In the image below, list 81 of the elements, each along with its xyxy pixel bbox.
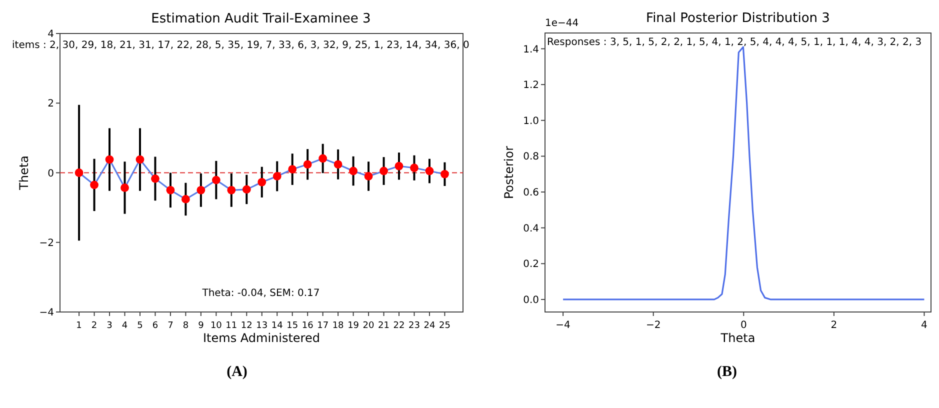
x-tick-label: 13	[256, 321, 268, 331]
line-series	[562, 46, 926, 300]
x-tick-label: 9	[198, 321, 204, 331]
x-tick-label: 12	[240, 321, 252, 331]
point	[90, 180, 98, 190]
y-tick-label: 1.0	[523, 116, 539, 127]
x-tick-label: 11	[226, 321, 238, 331]
y-tick-label: 1.2	[523, 80, 539, 92]
y-tick-label: 0.4	[523, 223, 539, 234]
point	[196, 186, 206, 194]
point	[334, 160, 342, 169]
point	[380, 166, 388, 176]
x-tick-label: 17	[317, 321, 329, 331]
x-tick-label: 2	[91, 321, 98, 331]
chart-title: Final Posterior Distribution 3	[646, 11, 830, 26]
x-tick-label: 3	[106, 321, 112, 331]
x-axis-title: Items Administered	[203, 331, 320, 345]
x-tick-label: 24	[424, 321, 436, 331]
y-tick-label: −4	[39, 308, 54, 318]
x-tick-label: 22	[393, 321, 405, 331]
y-tick-label: 0	[48, 168, 54, 180]
x-tick-label: 20	[362, 321, 375, 331]
y-tick-label: 0.2	[523, 259, 539, 270]
x-tick-label: 8	[182, 321, 189, 331]
x-tick-label: 2	[830, 320, 838, 331]
x-tick-label: 15	[286, 321, 298, 331]
point	[272, 172, 282, 180]
y-axis-title: Posterior	[502, 146, 516, 200]
point	[258, 178, 266, 186]
point	[303, 160, 312, 169]
text: (B)	[717, 364, 737, 380]
point	[182, 195, 190, 204]
x-tick-label: 4	[122, 321, 128, 331]
x-tick-label: 7	[168, 321, 174, 331]
annotation: Responses : 3, 5, 1, 5, 2, 2, 1, 5, 4, 1, 2, 5, 4, 4, 4, 5, 1, 1, 1, 4, 4, 3, 2, 2, 3	[547, 37, 922, 48]
x-tick-label: 21	[378, 321, 390, 331]
x-axis-title: Theta	[720, 331, 756, 345]
point	[394, 162, 404, 170]
y-tick-label: 4	[48, 29, 54, 40]
x-tick-label: −4	[556, 320, 570, 331]
point	[120, 184, 129, 192]
point	[288, 165, 297, 174]
x-tick-label: 6	[152, 321, 158, 331]
x-tick-label: 19	[348, 321, 360, 331]
x-tick-label: 18	[332, 321, 344, 331]
y-tick-label: 0.6	[523, 188, 539, 199]
y-axis-title: Theta	[17, 156, 31, 191]
x-tick-label: 4	[921, 320, 928, 331]
chart-title: Estimation Audit Trail-Examinee 3	[151, 12, 371, 26]
x-tick-label: 25	[438, 321, 450, 331]
point	[425, 166, 434, 176]
x-tick-label: 5	[137, 321, 143, 331]
point	[105, 155, 114, 164]
x-tick-label: 1	[76, 321, 82, 331]
point	[349, 166, 358, 176]
x-tick-label: 16	[302, 321, 314, 331]
annotation: items : 2, 30, 29, 18, 21, 31, 17, 22, 28, 5, 35, 19, 7, 33, 6, 3, 32, 9, 25, 1, 23, 14, 34, 36, 0	[12, 40, 470, 51]
y-tick-label: 0.8	[523, 152, 539, 163]
point	[242, 185, 251, 194]
y-tick-label: 0.0	[523, 294, 539, 306]
x-tick-label: 23	[408, 321, 420, 331]
point	[136, 155, 144, 164]
x-tick-label: 14	[271, 321, 284, 331]
point	[166, 186, 175, 194]
point	[151, 174, 160, 183]
y-tick-label: −2	[39, 238, 54, 249]
y-tick-label: 2	[48, 98, 54, 110]
annotation: Theta: -0.04, SEM: 0.17	[201, 288, 320, 299]
point	[410, 164, 418, 172]
point	[318, 154, 328, 163]
point	[227, 186, 236, 194]
point	[440, 170, 449, 178]
y-tick-label: 1.4	[523, 44, 539, 56]
x-tick-label: 0	[740, 320, 747, 331]
point	[364, 172, 373, 180]
point	[74, 168, 84, 177]
x-tick-label: 10	[210, 321, 222, 331]
text: 1e−44	[545, 18, 579, 29]
text: (A)	[226, 364, 248, 380]
x-tick-label: −2	[646, 320, 661, 331]
point	[212, 176, 220, 184]
